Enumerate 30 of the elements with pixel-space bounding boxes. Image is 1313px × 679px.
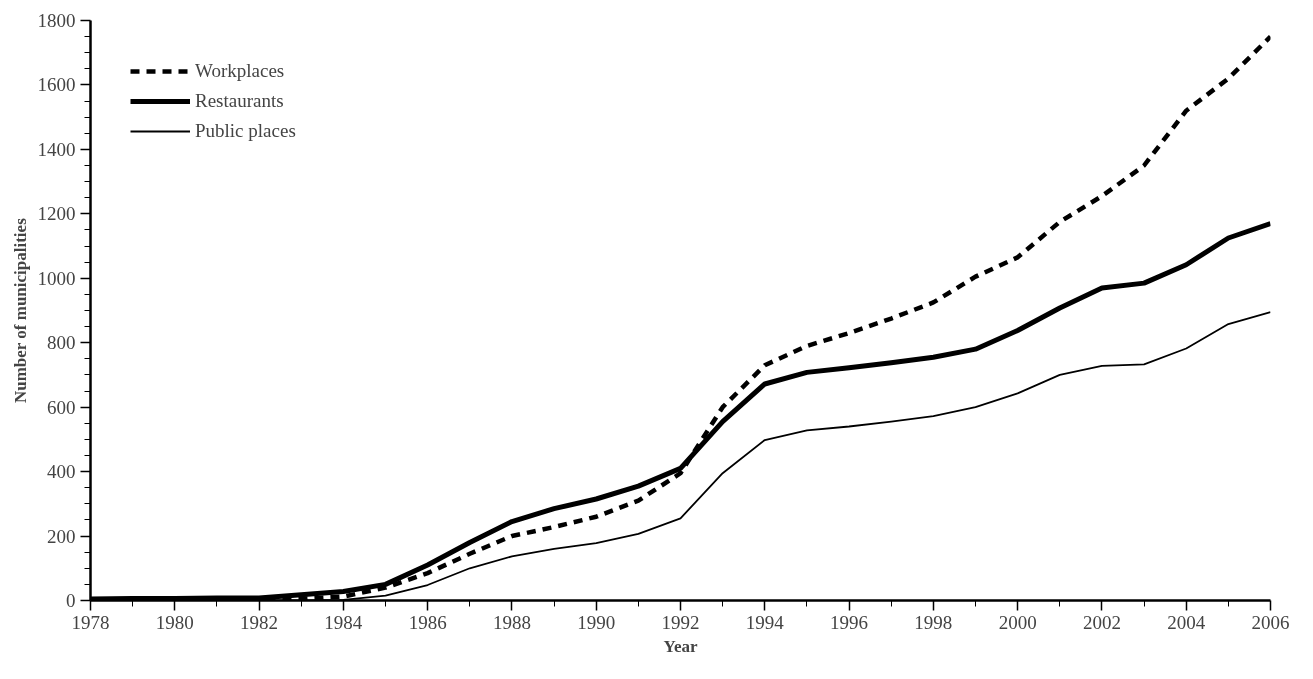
x-tick-label: 1978 [71, 611, 110, 633]
x-tick-label: 1986 [408, 611, 447, 633]
x-tick-label: 1996 [830, 611, 869, 633]
y-tick-label: 400 [47, 461, 76, 483]
x-tick-label: 2002 [1082, 611, 1121, 633]
legend-label: Workplaces [195, 60, 285, 82]
y-tick-label: 1200 [37, 203, 76, 225]
y-tick-label: 1600 [37, 74, 76, 96]
legend-label: Public places [195, 120, 296, 142]
y-axis-title: Number of municipalities [10, 217, 30, 404]
y-tick-label: 1800 [37, 10, 76, 31]
y-tick-label: 0 [66, 590, 76, 611]
x-tick-label: 1998 [914, 611, 953, 633]
x-tick-label: 2000 [998, 611, 1037, 633]
y-tick-label: 800 [47, 332, 76, 354]
x-axis-title: Year [663, 636, 698, 656]
x-tick-label: 1994 [745, 611, 785, 633]
x-tick-label: 1982 [240, 611, 279, 633]
y-tick-label: 600 [47, 396, 76, 418]
x-tick-label: 1980 [155, 611, 194, 633]
y-tick-label: 1000 [37, 267, 76, 289]
y-tick-label: 200 [47, 525, 76, 547]
x-tick-label: 2006 [1251, 611, 1290, 633]
x-tick-label: 1984 [324, 611, 363, 633]
x-tick-label: 1990 [577, 611, 616, 633]
legend-label: Restaurants [195, 90, 284, 112]
x-tick-label: 1988 [492, 611, 531, 633]
x-tick-label: 2004 [1167, 611, 1206, 633]
y-tick-label: 1400 [37, 138, 76, 160]
x-tick-label: 1992 [661, 611, 700, 633]
